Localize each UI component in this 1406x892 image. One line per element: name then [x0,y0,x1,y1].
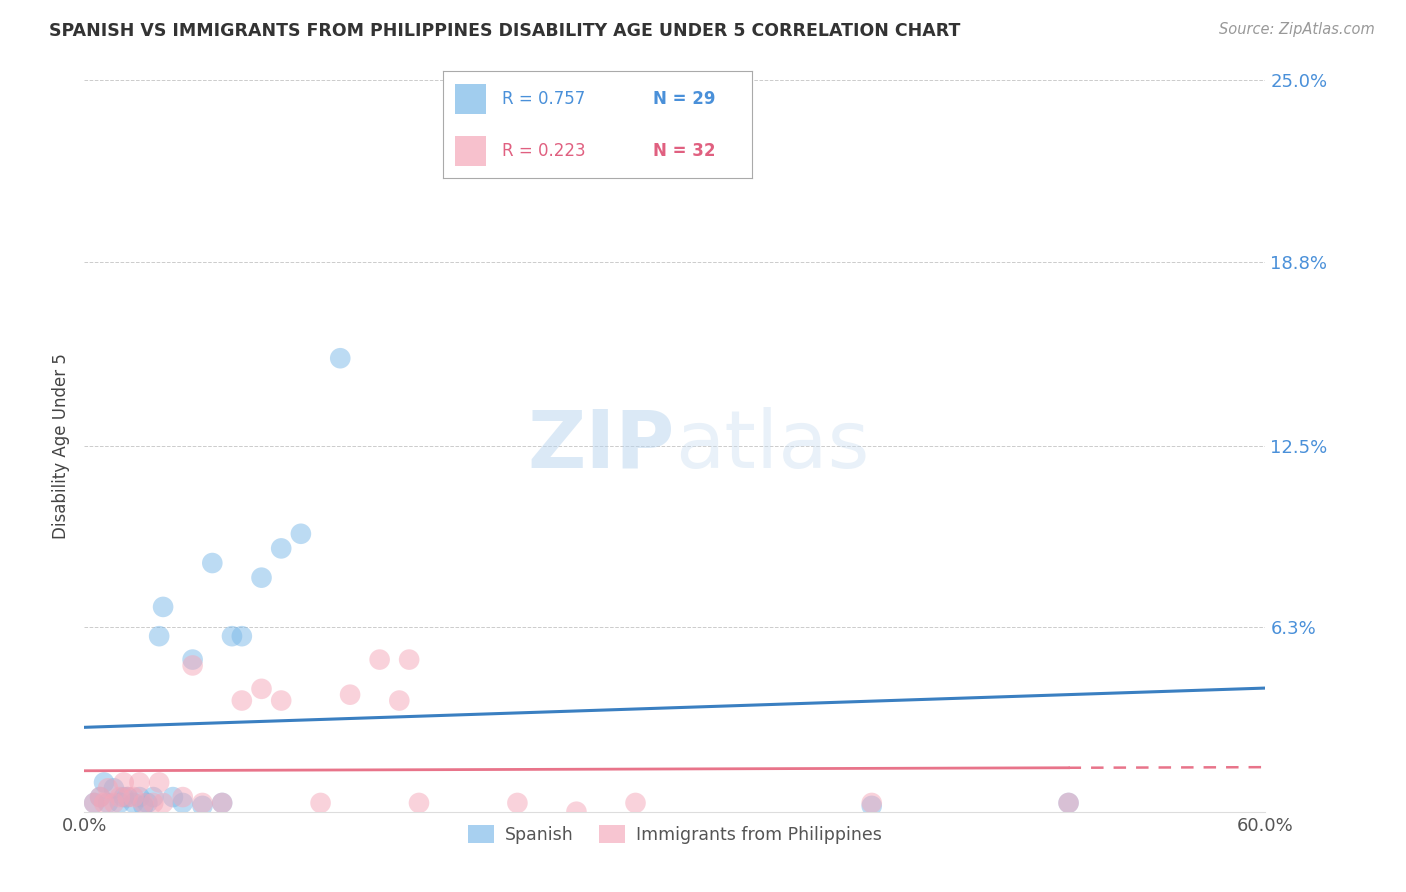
Point [270,541,292,556]
Point [211,796,233,810]
Point [1057,796,1080,810]
Point [398,652,420,666]
Point [172,790,194,805]
Point [89,790,111,805]
Point [191,796,214,810]
Point [250,681,273,696]
Point [162,790,184,805]
Point [122,790,145,805]
Point [132,798,155,813]
Point [329,351,352,366]
Point [142,796,165,810]
Text: ZIP: ZIP [527,407,675,485]
Point [181,658,204,673]
Point [132,796,155,810]
Point [152,796,174,810]
FancyBboxPatch shape [456,136,486,166]
Point [172,796,194,810]
Point [388,693,411,707]
Point [97,781,120,796]
Point [181,652,204,666]
Text: R = 0.757: R = 0.757 [502,90,585,108]
Point [860,798,883,813]
Point [83,796,105,810]
Point [93,775,115,789]
Text: Source: ZipAtlas.com: Source: ZipAtlas.com [1219,22,1375,37]
Point [112,790,135,805]
Point [624,796,647,810]
Point [108,790,131,805]
Point [506,796,529,810]
Point [1057,796,1080,810]
Point [309,796,332,810]
Point [89,790,111,805]
Point [128,790,150,805]
Point [122,796,145,810]
Point [231,629,253,643]
Point [565,805,588,819]
Point [221,629,243,643]
Point [148,629,170,643]
Point [408,796,430,810]
Point [231,693,253,707]
Text: R = 0.223: R = 0.223 [502,142,585,160]
Point [270,693,292,707]
Legend: Spanish, Immigrants from Philippines: Spanish, Immigrants from Philippines [461,818,889,851]
Text: N = 29: N = 29 [654,90,716,108]
Point [83,796,105,810]
Point [148,775,170,789]
Point [201,556,224,570]
Point [142,790,165,805]
Point [191,798,214,813]
Point [97,796,120,810]
Point [339,688,361,702]
Point [152,599,174,614]
Point [103,781,125,796]
Point [860,796,883,810]
Text: atlas: atlas [675,407,869,485]
Point [128,775,150,789]
Text: N = 32: N = 32 [654,142,716,160]
Text: SPANISH VS IMMIGRANTS FROM PHILIPPINES DISABILITY AGE UNDER 5 CORRELATION CHART: SPANISH VS IMMIGRANTS FROM PHILIPPINES D… [49,22,960,40]
Point [250,571,273,585]
Point [117,790,139,805]
Point [368,652,391,666]
Point [117,790,139,805]
Point [93,796,115,810]
Point [108,796,131,810]
Y-axis label: Disability Age Under 5: Disability Age Under 5 [52,353,70,539]
Point [211,796,233,810]
Point [112,775,135,789]
Point [136,796,159,810]
Point [290,526,312,541]
Point [103,796,125,810]
FancyBboxPatch shape [456,84,486,114]
